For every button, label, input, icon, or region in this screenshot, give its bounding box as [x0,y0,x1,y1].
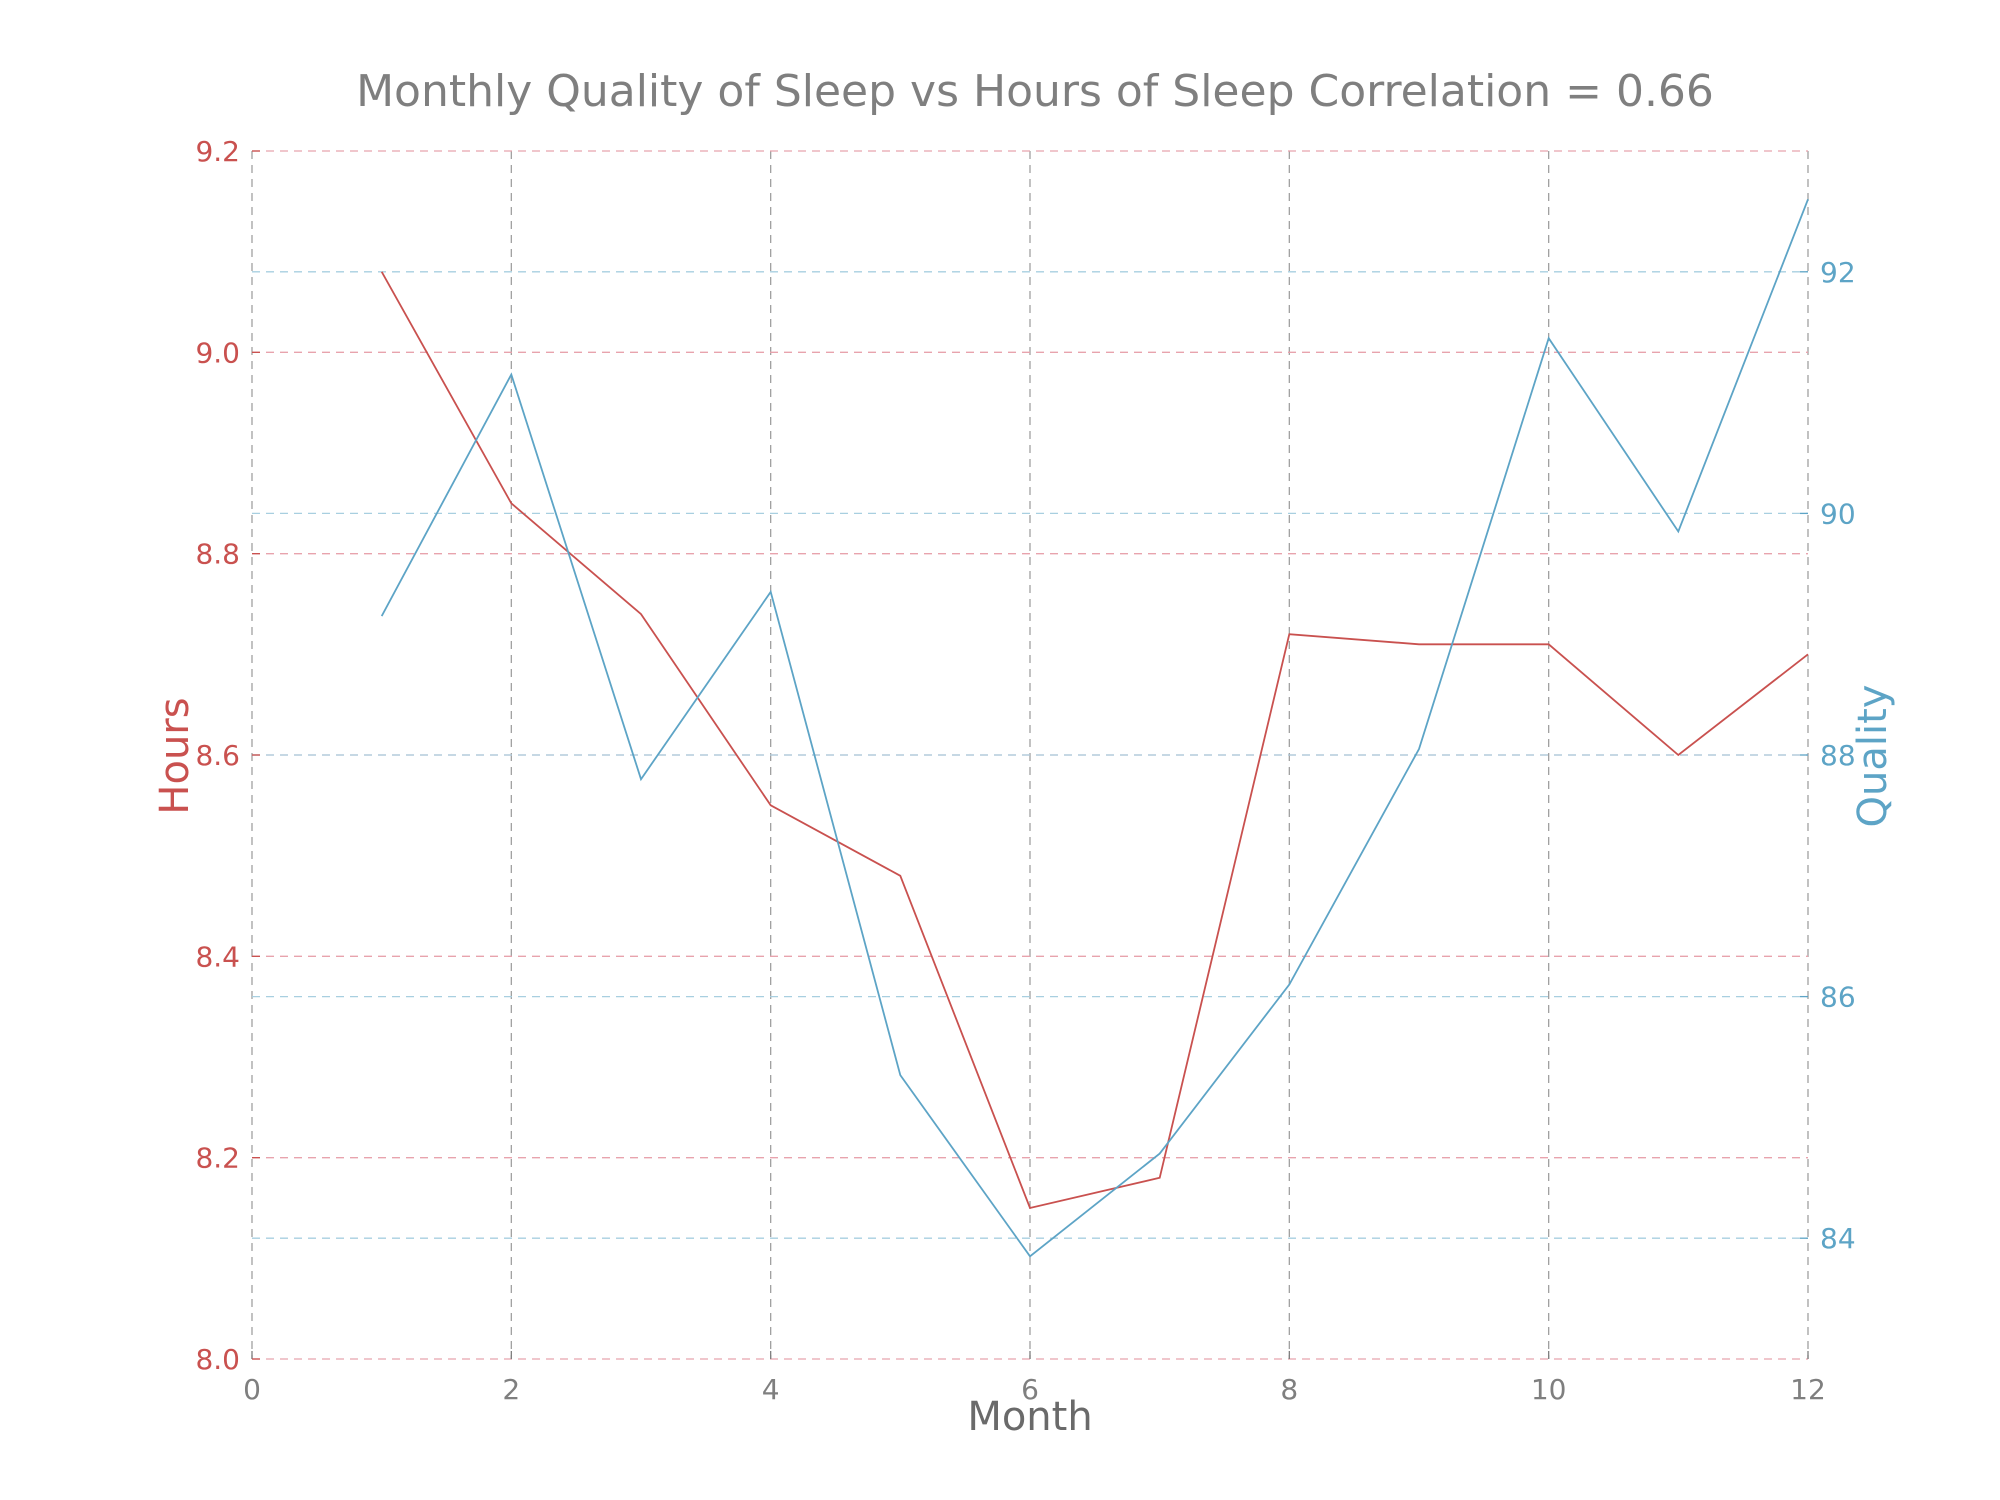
y-left-tick-label: 9.0 [195,336,240,369]
y-left-tick-label: 8.8 [195,538,240,571]
x-tick-label: 2 [502,1373,520,1406]
series-line-hours [380,271,1809,1210]
x-tick-label: 8 [1280,1373,1298,1406]
y-left-tick-label: 8.2 [195,1142,240,1175]
y-axis-label-left: Hours [152,697,198,814]
y-right-tick-label: 92 [1820,256,1856,289]
series-layer [380,198,1809,1258]
x-tick-label: 0 [243,1373,261,1406]
y-left-tick-label: 8.6 [195,739,240,772]
axis-layer [251,150,1809,1360]
y-right-tick-label: 86 [1820,981,1856,1014]
x-tick-label: 6 [1021,1373,1039,1406]
x-axis-label: Month [967,1394,1092,1440]
x-tick-label: 10 [1531,1373,1567,1406]
series-line-quality [380,198,1809,1258]
y-left-tick-label: 9.2 [195,135,240,168]
y-left-tick-label: 8.0 [195,1343,240,1376]
y-right-tick-label: 90 [1820,497,1856,530]
x-tick-label: 4 [762,1373,780,1406]
chart-title: Monthly Quality of Sleep vs Hours of Sle… [356,66,1714,117]
y-axis-label-right: Quality [1850,685,1896,828]
tick-layer: 0 2 4 6 8 10 12 8.0 8.2 8.4 8.6 8.8 9.0 9.2 84 86 88 90 92 [195,135,1855,1406]
y-right-tick-label: 88 [1820,739,1856,772]
y-right-tick-label: 84 [1820,1222,1856,1255]
y-left-tick-label: 8.4 [195,940,240,973]
grid-layer [251,150,1809,1360]
x-tick-label: 12 [1790,1373,1826,1406]
